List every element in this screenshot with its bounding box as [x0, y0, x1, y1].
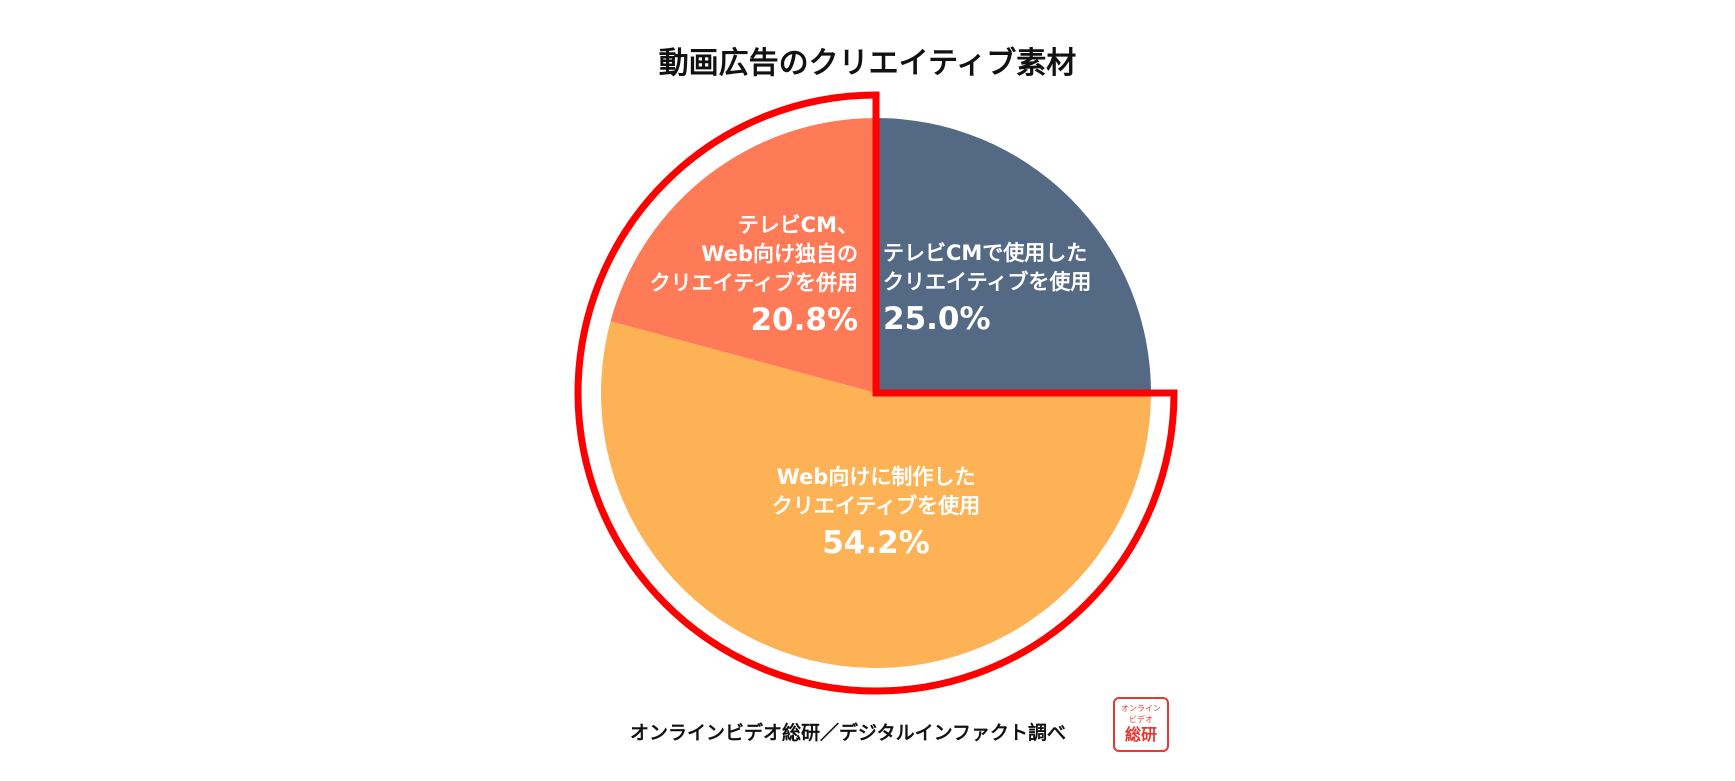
- brand-stamp-logo: オンライン ビデオ 総研: [1113, 697, 1169, 752]
- chart-title: 動画広告のクリエイティブ素材: [658, 46, 1077, 81]
- slice-labels: テレビCMで使用したクリエイティブを使用 25.0% Web向けに制作したクリエイテ…: [650, 213, 1092, 561]
- slice-value-both: 20.8%: [750, 302, 858, 338]
- source-credit: オンラインビデオ総研／デジタルインファクト調べ: [630, 722, 1067, 744]
- pie-slice-tvcm: [876, 118, 1151, 393]
- slice-value-tvcm: 25.0%: [883, 301, 991, 337]
- stamp-line-2: ビデオ: [1129, 715, 1153, 724]
- stamp-line-1: オンライン: [1121, 704, 1161, 713]
- highlight-outline: [574, 91, 1178, 695]
- slice-label-both: テレビCM、 Web向け独自のクリエイティブを併用 20.8%: [650, 213, 858, 338]
- pie-slices: [600, 118, 1151, 668]
- slice-value-web: 54.2%: [822, 525, 930, 561]
- slice-label-web: Web向けに制作したクリエイティブを使用 54.2%: [772, 465, 980, 561]
- pie-slice-both: [610, 118, 876, 393]
- pie-slice-web: [600, 321, 1151, 668]
- stamp-line-3: 総研: [1124, 725, 1157, 744]
- slice-label-tvcm: テレビCMで使用したクリエイティブを使用 25.0%: [883, 241, 1091, 337]
